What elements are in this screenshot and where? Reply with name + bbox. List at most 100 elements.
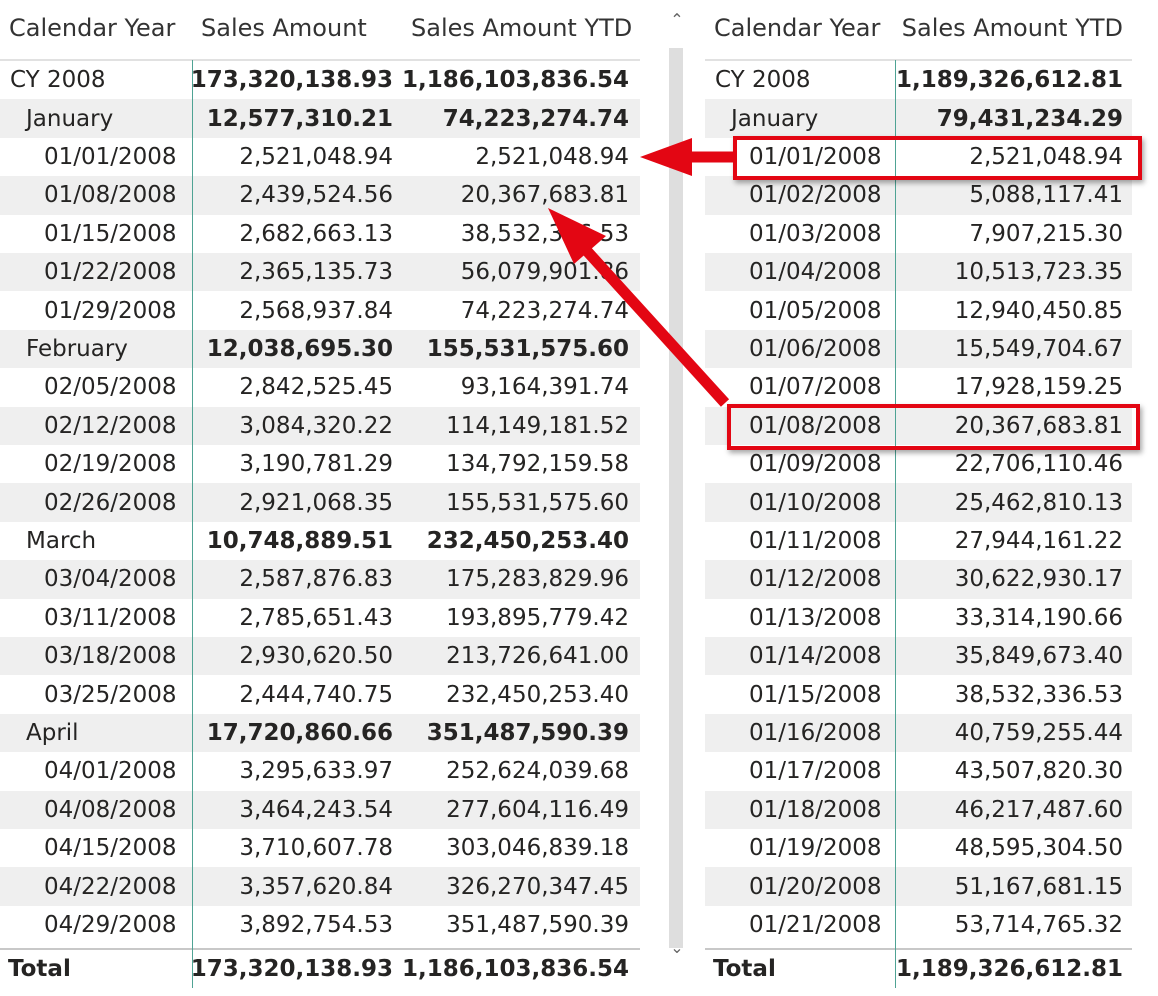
table-row[interactable]: 01/05/2008 12,940,450.85 [705, 291, 1132, 329]
table-row[interactable]: February 12,038,695.30 155,531,575.60 [0, 329, 640, 369]
table-row[interactable]: 02/26/2008 2,921,068.35 155,531,575.60 [0, 483, 640, 522]
scroll-up-icon[interactable]: ⌃ [670, 10, 684, 29]
sales-amount-ytd-cell: 27,944,161.22 [954, 527, 1123, 554]
left-header-row: Calendar Year Sales Amount Sales Amount … [0, 0, 640, 56]
arrow-to-0101-icon [640, 138, 735, 176]
table-row[interactable]: 01/04/2008 10,513,723.35 [705, 253, 1132, 292]
row-header-cell: CY 2008 [10, 67, 106, 94]
table-row[interactable]: 01/19/2008 48,595,304.50 [705, 829, 1132, 867]
vertical-scrollbar[interactable]: ⌃ ⌄ [667, 0, 687, 970]
table-row[interactable]: 01/01/2008 2,521,048.94 2,521,048.94 [0, 138, 640, 176]
table-row[interactable]: 01/12/2008 30,622,930.17 [705, 560, 1132, 599]
sales-amount-ytd-cell: 134,792,159.58 [446, 451, 629, 478]
sales-amount-ytd-cell: 20,367,683.81 [460, 182, 629, 209]
table-row[interactable]: 03/11/2008 2,785,651.43 193,895,779.42 [0, 599, 640, 637]
table-row[interactable]: 02/05/2008 2,842,525.45 93,164,391.74 [0, 368, 640, 406]
table-row[interactable]: March 10,748,889.51 232,450,253.40 [0, 522, 640, 560]
column-header-calendar-year[interactable]: Calendar Year [714, 14, 881, 42]
row-header-cell: 01/14/2008 [749, 643, 882, 670]
row-header-cell: 04/08/2008 [44, 796, 177, 823]
column-header-sales-amount[interactable]: Sales Amount [201, 14, 367, 42]
sales-amount-ytd-cell: 2,521,048.94 [475, 143, 629, 170]
scrollbar-thumb[interactable] [669, 48, 683, 948]
right-header-row: Calendar Year Sales Amount YTD [705, 0, 1132, 56]
sales-amount-ytd-cell: 25,462,810.13 [954, 489, 1123, 516]
sales-amount-cell: 2,930,620.50 [239, 643, 393, 670]
sales-amount-ytd-cell: 303,046,839.18 [446, 835, 629, 862]
sales-amount-cell: 3,892,754.53 [239, 911, 393, 938]
table-row[interactable]: CY 2008 173,320,138.93 1,186,103,836.54 [0, 61, 640, 99]
table-row[interactable]: 01/16/2008 40,759,255.44 [705, 713, 1132, 753]
table-row[interactable]: April 17,720,860.66 351,487,590.39 [0, 713, 640, 753]
table-row[interactable]: 01/20/2008 51,167,681.15 [705, 867, 1132, 906]
table-row[interactable]: 01/06/2008 15,549,704.67 [705, 329, 1132, 369]
table-row[interactable]: 01/07/2008 17,928,159.25 [705, 368, 1132, 406]
arrow-to-0108-icon [548, 208, 730, 407]
sales-amount-cell: 2,785,651.43 [239, 604, 393, 631]
table-row[interactable]: 01/09/2008 22,706,110.46 [705, 445, 1132, 483]
table-row[interactable]: 04/15/2008 3,710,607.78 303,046,839.18 [0, 829, 640, 867]
table-row[interactable]: 01/13/2008 33,314,190.66 [705, 599, 1132, 637]
table-row[interactable]: 01/17/2008 43,507,820.30 [705, 752, 1132, 790]
row-header-cell: April [26, 719, 79, 746]
table-row[interactable]: 01/03/2008 7,907,215.30 [705, 215, 1132, 253]
right-total-row: Total 1,189,326,612.81 [705, 950, 1132, 988]
table-row[interactable]: 02/12/2008 3,084,320.22 114,149,181.52 [0, 406, 640, 445]
table-row[interactable]: 01/21/2008 53,714,765.32 [705, 906, 1132, 944]
table-row[interactable]: 04/08/2008 3,464,243.54 277,604,116.49 [0, 790, 640, 829]
sales-amount-cell: 2,842,525.45 [239, 374, 393, 401]
table-row[interactable]: 01/22/2008 2,365,135.73 56,079,901.86 [0, 253, 640, 292]
table-row[interactable]: 04/01/2008 3,295,633.97 252,624,039.68 [0, 752, 640, 790]
row-header-cell: 01/19/2008 [749, 835, 882, 862]
column-header-calendar-year[interactable]: Calendar Year [9, 14, 176, 42]
sales-amount-cell: 3,464,243.54 [239, 796, 393, 823]
table-row[interactable]: 03/04/2008 2,587,876.83 175,283,829.96 [0, 560, 640, 599]
sales-amount-ytd-cell: 53,714,765.32 [954, 911, 1123, 938]
sales-amount-cell: 2,568,937.84 [239, 297, 393, 324]
sales-amount-ytd-cell: 10,513,723.35 [954, 259, 1123, 286]
row-header-cell: 01/08/2008 [44, 182, 177, 209]
table-row[interactable]: 01/14/2008 35,849,673.40 [705, 637, 1132, 676]
table-row[interactable]: 02/19/2008 3,190,781.29 134,792,159.58 [0, 445, 640, 483]
table-row[interactable]: 01/01/2008 2,521,048.94 [705, 138, 1132, 176]
sales-amount-ytd-cell: 12,940,450.85 [954, 297, 1123, 324]
row-header-cell: 03/25/2008 [44, 681, 177, 708]
column-header-sales-amount-ytd[interactable]: Sales Amount YTD [901, 14, 1123, 42]
header-underline [0, 59, 640, 61]
row-header-cell: 01/16/2008 [749, 719, 882, 746]
table-row[interactable]: January 79,431,234.29 [705, 99, 1132, 138]
table-row[interactable]: 01/10/2008 25,462,810.13 [705, 483, 1132, 522]
sales-amount-cell: 12,038,695.30 [206, 335, 393, 362]
sales-amount-ytd-cell: 79,431,234.29 [936, 105, 1123, 132]
total-label: Total [8, 956, 71, 983]
table-row[interactable]: 01/08/2008 20,367,683.81 [705, 406, 1132, 445]
sales-amount-ytd-cell: 232,450,253.40 [446, 681, 629, 708]
sales-amount-ytd-cell: 74,223,274.74 [442, 105, 629, 132]
table-row[interactable]: 03/25/2008 2,444,740.75 232,450,253.40 [0, 675, 640, 713]
row-header-cell: 01/10/2008 [749, 489, 882, 516]
table-row[interactable]: 01/08/2008 2,439,524.56 20,367,683.81 [0, 176, 640, 215]
table-row[interactable]: 01/29/2008 2,568,937.84 74,223,274.74 [0, 291, 640, 329]
table-row[interactable]: January 12,577,310.21 74,223,274.74 [0, 99, 640, 138]
sales-amount-ytd-cell: 114,149,181.52 [446, 412, 629, 439]
sales-amount-ytd-cell: 277,604,116.49 [446, 796, 629, 823]
scroll-down-icon[interactable]: ⌄ [670, 938, 684, 957]
sales-amount-cell: 17,720,860.66 [206, 719, 393, 746]
table-row[interactable]: 04/29/2008 3,892,754.53 351,487,590.39 [0, 906, 640, 944]
sales-amount-ytd-cell: 33,314,190.66 [954, 604, 1123, 631]
table-row[interactable]: 04/22/2008 3,357,620.84 326,270,347.45 [0, 867, 640, 906]
sales-amount-ytd-cell: 351,487,590.39 [446, 911, 629, 938]
table-row[interactable]: CY 2008 1,189,326,612.81 [705, 61, 1132, 99]
table-row[interactable]: 01/02/2008 5,088,117.41 [705, 176, 1132, 215]
table-row[interactable]: 03/18/2008 2,930,620.50 213,726,641.00 [0, 637, 640, 676]
table-row[interactable]: 01/18/2008 46,217,487.60 [705, 790, 1132, 829]
column-header-sales-amount-ytd[interactable]: Sales Amount YTD [411, 14, 633, 42]
table-row[interactable]: 01/15/2008 38,532,336.53 [705, 675, 1132, 713]
table-row[interactable]: 01/11/2008 27,944,161.22 [705, 522, 1132, 560]
sales-amount-ytd-cell: 2,521,048.94 [969, 143, 1123, 170]
row-header-cell: 01/20/2008 [749, 873, 882, 900]
row-header-cell: 01/04/2008 [749, 259, 882, 286]
row-header-cell: 04/29/2008 [44, 911, 177, 938]
sales-amount-ytd-cell: 35,849,673.40 [954, 643, 1123, 670]
